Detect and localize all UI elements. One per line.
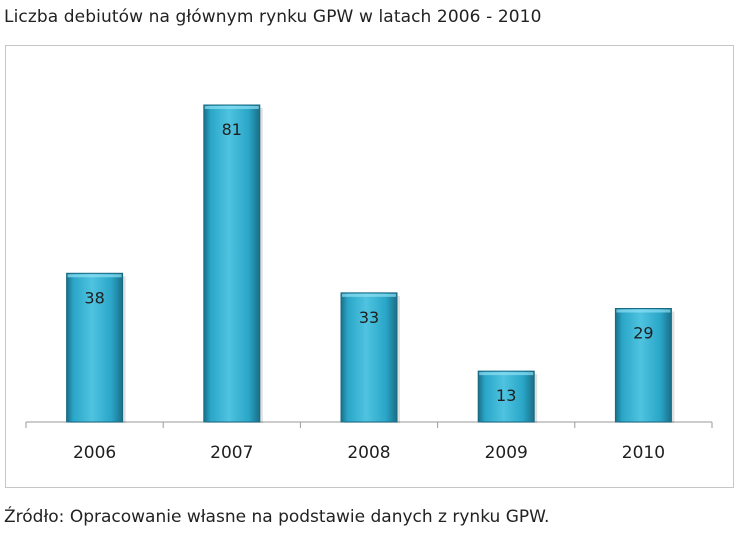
x-tick-label-2009: 2009	[485, 443, 528, 463]
bar-2009	[477, 370, 535, 423]
bar-highlight	[204, 106, 259, 109]
data-label-2008: 33	[359, 308, 379, 327]
data-label-2010: 29	[633, 324, 653, 343]
source-note: Źródło: Opracowanie własne na podstawie …	[4, 507, 550, 527]
x-tick-label-2010: 2010	[622, 443, 665, 463]
bar-highlight	[616, 309, 671, 313]
x-tick-label-2008: 2008	[347, 443, 390, 463]
x-tick-label-2007: 2007	[210, 443, 253, 463]
data-label-2007: 81	[222, 120, 242, 139]
chart-area: 38 2006 81 2007 33 2008 13 2009 29 2010	[5, 45, 734, 488]
data-label-2006: 38	[84, 288, 104, 307]
bar-highlight	[479, 372, 534, 376]
bar-highlight	[342, 293, 396, 297]
bar-2010	[614, 308, 672, 423]
bar-2007	[203, 104, 261, 423]
bar-2006	[66, 272, 124, 423]
chart-title: Liczba debiutów na głównym rynku GPW w l…	[4, 7, 542, 27]
data-label-2009: 13	[496, 386, 516, 405]
bar-2008	[340, 292, 398, 423]
bar-chart: 38 2006 81 2007 33 2008 13 2009 29 2010	[25, 104, 713, 463]
bar-highlight	[67, 274, 122, 278]
x-tick-label-2006: 2006	[73, 443, 116, 463]
